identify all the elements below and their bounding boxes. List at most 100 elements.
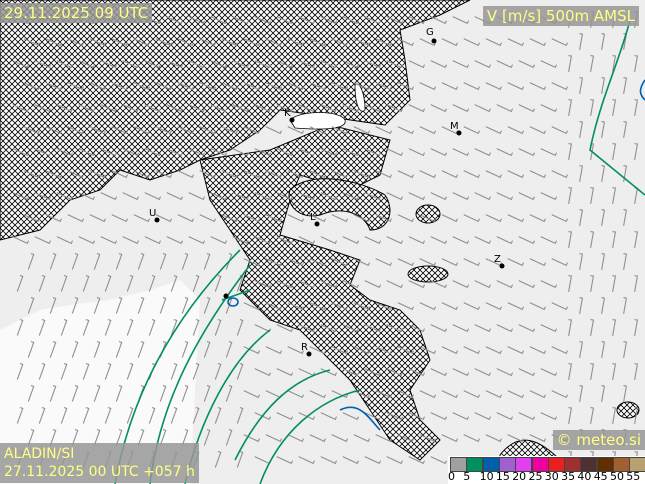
wind-barb: [452, 280, 470, 289]
wind-barb: [529, 82, 547, 91]
wind-barb: [612, 55, 617, 72]
wind-barb: [78, 236, 96, 245]
wind-barb: [353, 434, 371, 443]
wind-barb: [579, 341, 584, 358]
wind-barb: [298, 324, 316, 333]
wind-barb: [353, 170, 371, 179]
legend-tick: 55: [626, 470, 641, 483]
wind-barb: [49, 428, 57, 446]
wind-barb: [634, 319, 639, 336]
wind-barb: [496, 280, 514, 289]
wind-barb: [463, 302, 481, 311]
wind-barb: [320, 412, 338, 421]
wind-barb: [485, 126, 503, 135]
wind-barb: [232, 16, 250, 25]
wind-barb: [298, 60, 316, 69]
wind-barb: [386, 60, 404, 69]
wind-barb: [485, 38, 503, 47]
wind-barb: [188, 104, 206, 113]
wind-barb: [287, 390, 305, 399]
wind-barb: [320, 104, 338, 113]
wind-barb: [243, 82, 261, 91]
wind-barb: [452, 60, 470, 69]
legend-tick: 45: [593, 470, 608, 483]
wind-barb: [551, 302, 569, 311]
wind-barb: [23, 38, 41, 47]
wind-barb: [601, 297, 606, 314]
wind-barb: [210, 148, 228, 157]
wind-barb: [463, 390, 481, 399]
wind-barb: [254, 60, 272, 69]
wind-barb: [203, 384, 211, 402]
coastlines: [0, 83, 366, 484]
wind-barb: [254, 236, 272, 245]
wind-barb: [397, 214, 415, 223]
wind-barb: [89, 214, 107, 223]
wind-barb: [485, 346, 503, 355]
wind-barb: [320, 236, 338, 245]
wind-barb: [38, 274, 46, 292]
wind-barb: [214, 406, 222, 424]
wind-barb: [496, 192, 514, 201]
wind-barb: [568, 187, 573, 204]
wind-barb: [430, 104, 448, 113]
wind-barb: [210, 16, 228, 25]
wind-barb: [463, 214, 481, 223]
city-label: Z: [494, 254, 501, 265]
wind-barb: [27, 296, 35, 314]
wind-barb: [441, 258, 459, 267]
wind-barb: [364, 104, 382, 113]
wind-barb: [203, 252, 211, 270]
wind-barb: [34, 192, 52, 201]
wind-barb: [23, 82, 41, 91]
wind-barb: [568, 319, 573, 336]
wind-barb: [309, 82, 327, 91]
wind-barb: [192, 362, 200, 380]
wind-barb: [78, 192, 96, 201]
wind-barb: [137, 252, 145, 270]
wind-barb: [276, 104, 294, 113]
wind-barb: [507, 126, 525, 135]
wind-barb: [496, 104, 514, 113]
wind-barb: [166, 236, 184, 245]
wind-barb: [540, 104, 558, 113]
wind-barb: [100, 104, 118, 113]
wind-barb: [265, 214, 283, 223]
wind-barb: [419, 258, 437, 267]
wind-barb: [579, 209, 584, 226]
wind-barb: [155, 170, 173, 179]
wind-barb: [126, 318, 134, 336]
wind-barb: [623, 121, 628, 138]
wind-barb: [590, 187, 595, 204]
wind-barb: [430, 236, 448, 245]
wind-barb: [89, 170, 107, 179]
wind-barb: [353, 258, 371, 267]
wind-barb: [254, 280, 272, 289]
wind-barb: [612, 99, 617, 116]
wind-barb: [551, 82, 569, 91]
wind-barb: [441, 214, 459, 223]
wind-barb: [232, 104, 250, 113]
wind-barb: [155, 126, 173, 135]
wind-barb: [474, 104, 492, 113]
wind-barb: [155, 82, 173, 91]
wind-barb: [67, 214, 85, 223]
wind-barb: [276, 148, 294, 157]
color-legend: 0 5 10 15 20 25 30 35 40 45 50 55: [448, 456, 645, 484]
wind-barb: [529, 126, 547, 135]
wind-barb: [225, 428, 233, 446]
wind-barb: [386, 16, 404, 25]
wind-barb: [170, 274, 178, 292]
wind-barb: [419, 390, 437, 399]
wind-barb: [529, 346, 547, 355]
wind-barb: [419, 170, 437, 179]
wind-barb: [386, 104, 404, 113]
wind-barb: [386, 324, 404, 333]
legend-tick: 15: [495, 470, 510, 483]
wind-barb: [254, 148, 272, 157]
wind-barb: [331, 126, 349, 135]
wind-barb: [551, 38, 569, 47]
wind-barb: [474, 192, 492, 201]
wind-barb: [71, 252, 79, 270]
wind-barb: [276, 236, 294, 245]
